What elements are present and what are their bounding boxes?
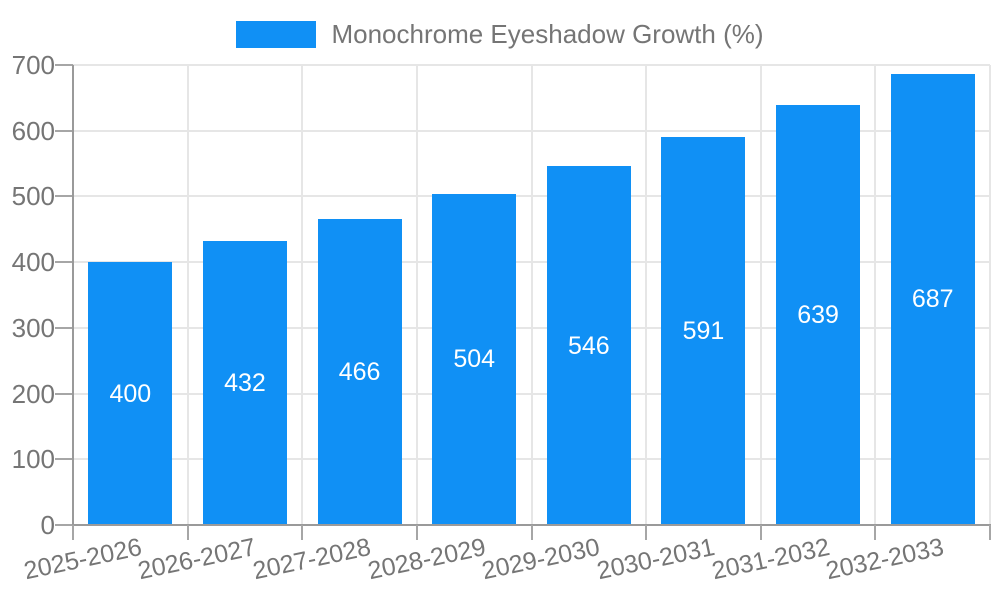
- bar-value-label: 639: [797, 301, 839, 330]
- x-axis-tick-label: 2030-2031: [594, 533, 718, 586]
- bar-2030-2031[interactable]: 591: [661, 136, 746, 525]
- y-axis-tick-label: 200: [11, 378, 55, 409]
- gridline-vertical: [415, 65, 418, 525]
- bar-2032-2033[interactable]: 687: [890, 73, 975, 525]
- x-axis-tick-label: 2026-2027: [135, 533, 259, 586]
- x-axis-tick-label: 2029-2030: [479, 533, 603, 586]
- y-axis-tick-label: 400: [11, 247, 55, 278]
- y-axis-tick-label: 300: [11, 312, 55, 343]
- x-axis-tick-label: 2031-2032: [708, 533, 832, 586]
- bar-value-label: 504: [453, 345, 496, 374]
- x-axis-tick: [301, 525, 304, 540]
- y-axis-tick-label: 500: [11, 181, 55, 212]
- gridline-vertical: [874, 65, 877, 525]
- bar-2031-2032[interactable]: 639: [776, 105, 861, 525]
- bar-value-label: 400: [109, 379, 152, 408]
- bar-2026-2027[interactable]: 432: [202, 241, 287, 525]
- chart-legend[interactable]: Monochrome Eyeshadow Growth (%): [0, 19, 1000, 50]
- x-axis-tick: [530, 525, 533, 540]
- y-axis-line: [72, 65, 74, 526]
- x-axis-tick: [645, 525, 648, 540]
- bar-2027-2028[interactable]: 466: [317, 218, 402, 525]
- y-axis-tick: [55, 129, 73, 132]
- bar-value-label: 466: [338, 357, 381, 386]
- y-axis-tick: [55, 326, 73, 329]
- y-axis-tick: [55, 261, 73, 264]
- gridline-vertical: [530, 65, 533, 525]
- x-axis-tick-label: 2028-2029: [365, 533, 488, 586]
- x-axis-tick: [989, 525, 991, 540]
- gridline-vertical: [645, 65, 648, 525]
- y-axis-tick: [55, 524, 73, 526]
- gridline-vertical: [301, 65, 304, 525]
- x-axis-tick: [415, 525, 418, 540]
- bar-value-label: 432: [224, 369, 266, 398]
- bar-value-label: 591: [682, 316, 725, 345]
- legend-label: Monochrome Eyeshadow Growth (%): [331, 19, 764, 49]
- gridline-vertical: [186, 65, 189, 525]
- gridline-vertical: [989, 65, 991, 525]
- y-axis-tick: [55, 392, 73, 395]
- bar-value-label: 687: [911, 285, 954, 314]
- y-axis-tick-label: 700: [11, 50, 55, 80]
- y-axis-tick: [55, 195, 73, 198]
- x-axis-tick: [72, 525, 74, 540]
- bar-2025-2026[interactable]: 400: [88, 262, 173, 525]
- x-axis-tick-label: 2025-2026: [21, 533, 144, 586]
- x-axis-tick: [186, 525, 189, 540]
- y-axis-tick-label: 0: [40, 510, 55, 540]
- x-axis-tick-label: 2032-2033: [823, 533, 947, 586]
- x-axis-tick: [874, 525, 877, 540]
- bar-2028-2029[interactable]: 504: [432, 193, 517, 525]
- y-axis-tick: [55, 64, 73, 66]
- bar-2029-2030[interactable]: 546: [546, 166, 631, 525]
- legend-swatch: [236, 21, 317, 48]
- bar-value-label: 546: [567, 331, 610, 360]
- gridline-vertical: [759, 65, 762, 525]
- x-axis-tick-label: 2027-2028: [250, 533, 374, 586]
- y-axis-tick: [55, 458, 73, 461]
- y-axis-tick-label: 600: [11, 115, 55, 146]
- y-axis-tick-label: 100: [11, 444, 55, 475]
- x-axis-tick: [759, 525, 762, 540]
